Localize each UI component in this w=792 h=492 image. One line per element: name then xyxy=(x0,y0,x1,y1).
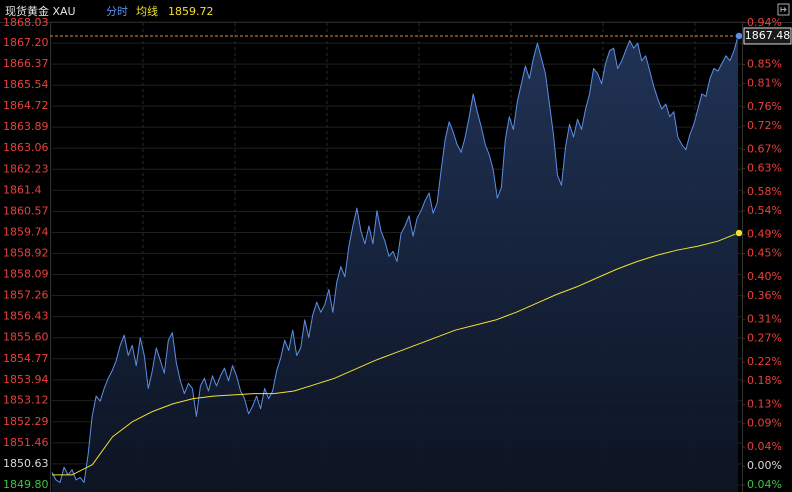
y2-tick-label: 0.76% xyxy=(747,100,782,113)
y-tick-label: 1856.43 xyxy=(3,310,49,323)
y-tick-label: 1865.54 xyxy=(3,78,49,91)
y-tick-label: 1863.06 xyxy=(3,141,49,154)
y2-tick-label: 0.40% xyxy=(747,270,782,283)
y2-tick-label: 0.22% xyxy=(747,355,782,368)
y-tick-label: 1853.94 xyxy=(3,373,49,386)
y2-tick-label: 0.58% xyxy=(747,185,782,198)
y2-tick-label: 0.45% xyxy=(747,247,782,260)
y2-tick-label: 0.85% xyxy=(747,58,782,71)
y2-tick-label: 0.54% xyxy=(747,204,782,217)
last-point xyxy=(735,229,743,237)
expand-arrow xyxy=(780,7,787,12)
y2-tick-label: 0.94% xyxy=(747,16,782,29)
last-price-label: 1867.48 xyxy=(745,29,791,42)
y-tick-label: 1853.12 xyxy=(3,394,49,407)
y2-tick-label: 0.04% xyxy=(747,478,782,491)
y2-tick-label: 0.31% xyxy=(747,313,782,326)
y-tick-label: 1868.03 xyxy=(3,16,49,29)
y2-tick-label: 0.18% xyxy=(747,374,782,387)
y2-tick-label: 0.27% xyxy=(747,332,782,345)
chart-title: 现货黄金 XAU xyxy=(5,4,76,18)
legend-entry: 分时 xyxy=(106,5,128,18)
y2-tick-label: 0.72% xyxy=(747,119,782,132)
price-area xyxy=(52,35,738,492)
legend-value: 1859.72 xyxy=(168,5,214,18)
legend-entry: 均线 xyxy=(136,4,158,18)
expand-icon[interactable] xyxy=(777,3,790,16)
y2-tick-label: 0.04% xyxy=(747,440,782,453)
price-line xyxy=(51,35,739,483)
y-tick-label: 1859.74 xyxy=(3,226,49,239)
y-tick-label: 1851.46 xyxy=(3,436,49,449)
y-tick-label: 1866.37 xyxy=(3,57,49,70)
y2-tick-label: 0.81% xyxy=(747,76,782,89)
y-tick-label: 1850.63 xyxy=(3,457,49,470)
header: 现货黄金 XAU 分时 均线 1859.72 xyxy=(5,4,214,18)
y2-tick-label: 0.49% xyxy=(747,228,782,241)
y-tick-label: 1860.57 xyxy=(3,204,49,217)
y2-tick-label: 0.13% xyxy=(747,398,782,411)
y2-tick-label: 0.09% xyxy=(747,417,782,430)
y-tick-label: 1861.4 xyxy=(3,183,42,196)
average-line xyxy=(52,232,739,476)
y-tick-label: 1862.23 xyxy=(3,162,49,175)
y-tick-label: 1849.80 xyxy=(3,478,49,491)
y-tick-label: 1852.29 xyxy=(3,415,49,428)
y-tick-label: 1857.26 xyxy=(3,289,49,302)
y2-tick-label: 0.36% xyxy=(747,289,782,302)
y-tick-label: 1858.92 xyxy=(3,246,49,259)
last-point xyxy=(735,32,743,40)
y-tick-label: 1863.89 xyxy=(3,120,49,133)
toolbar-icon[interactable] xyxy=(777,3,790,16)
y2-tick-label: 0.00% xyxy=(747,459,782,472)
y-tick-label: 1854.77 xyxy=(3,352,49,365)
y-tick-label: 1864.72 xyxy=(3,99,49,112)
y2-tick-label: 0.63% xyxy=(747,161,782,174)
y-tick-label: 1858.09 xyxy=(3,267,49,280)
y2-tick-label: 0.67% xyxy=(747,143,782,156)
y-tick-label: 1855.60 xyxy=(3,331,49,344)
y-tick-label: 1867.20 xyxy=(3,36,49,49)
last-price-box xyxy=(743,27,792,45)
